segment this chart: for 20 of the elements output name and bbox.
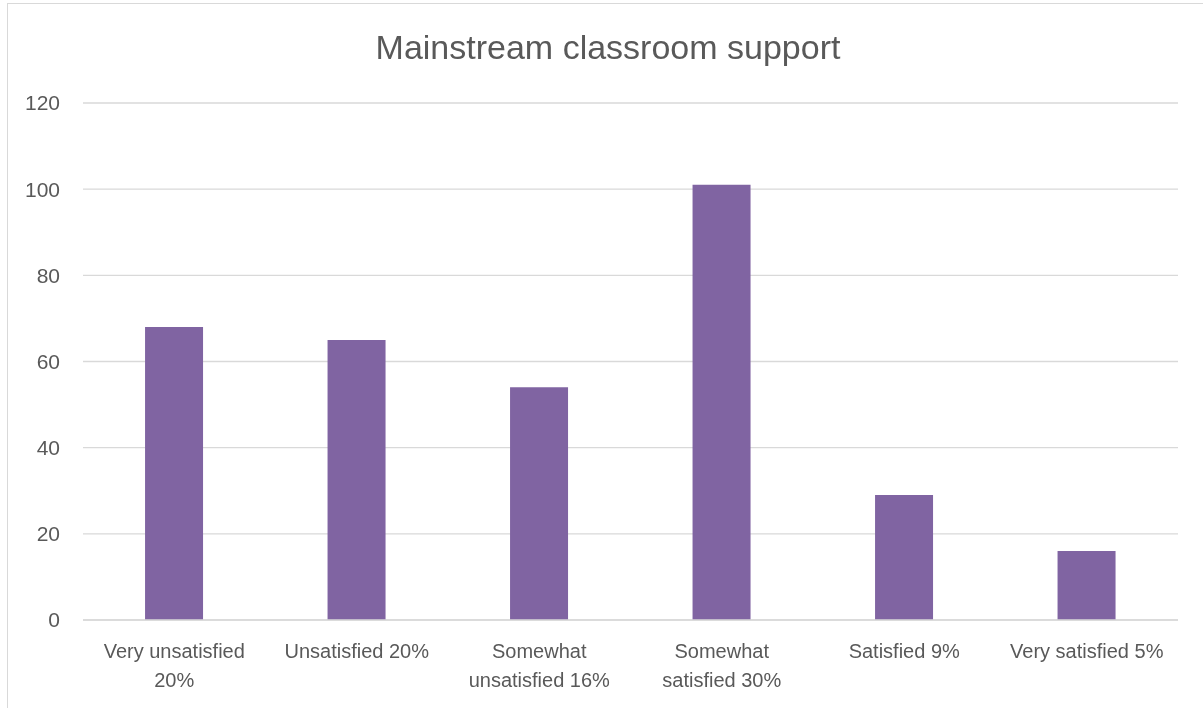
y-tick-label: 40: [36, 436, 60, 460]
y-tick-label: 100: [24, 177, 60, 201]
x-tick-label: Satisfied 9%: [848, 640, 961, 662]
y-tick-label: 80: [36, 263, 60, 287]
y-tick-label: 60: [36, 349, 60, 373]
bar: [875, 495, 934, 620]
y-tick-label: 0: [48, 608, 60, 632]
bar: [327, 339, 386, 620]
x-tick-label: Somewhat satisfied 30%: [662, 640, 782, 691]
y-tick-label: 120: [24, 91, 60, 115]
bar: [692, 184, 751, 620]
bar: [510, 387, 569, 620]
chart-title: Mainstream classroom support: [374, 27, 842, 67]
bar: [145, 327, 204, 620]
x-tick-label: Somewhat unsatisfied 16%: [468, 640, 611, 691]
y-tick-label: 20: [36, 522, 60, 546]
x-tick-label: Unsatisfied 20%: [284, 640, 430, 662]
bar: [1057, 551, 1116, 620]
x-tick-label: Very satisfied 5%: [1010, 640, 1164, 662]
x-tick-label: Very unsatisfied 20%: [103, 640, 245, 691]
